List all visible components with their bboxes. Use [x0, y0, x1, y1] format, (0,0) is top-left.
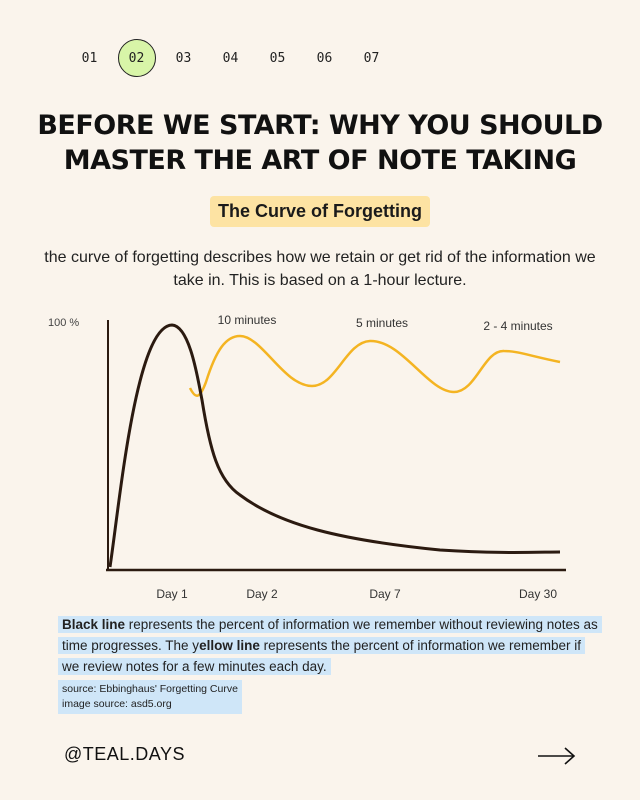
step-05[interactable]: 05 [254, 38, 301, 78]
page-title: Before we start: why you should master t… [0, 108, 640, 178]
step-label: 05 [269, 50, 286, 66]
black-line-term: Black line [62, 617, 126, 632]
image-source-text: image source: asd5.org [62, 698, 172, 710]
step-label: 06 [316, 50, 333, 66]
slide-pagination: 01 02 03 04 05 06 07 [66, 38, 395, 78]
step-03[interactable]: 03 [160, 38, 207, 78]
description: the curve of forgetting describes how we… [44, 249, 596, 289]
step-label: 02 [117, 39, 156, 77]
y-top-label: 100 % [48, 317, 79, 329]
x-tick-label: Day 1 [156, 587, 188, 601]
step-07[interactable]: 07 [348, 38, 395, 78]
note-text: represents the percent of information we… [62, 617, 598, 653]
section-heading: The Curve of Forgetting [210, 196, 430, 227]
note-text: represents the percent of information we… [62, 638, 581, 674]
sources: source: Ebbinghaus' Forgetting Curve ima… [58, 680, 242, 714]
step-label: 01 [81, 50, 98, 66]
step-label: 04 [222, 50, 239, 66]
step-label: 03 [175, 50, 192, 66]
series-line-yellow [188, 334, 561, 397]
step-01[interactable]: 01 [66, 38, 113, 78]
step-02[interactable]: 02 [113, 38, 160, 78]
title-line: Before we start: why you should [37, 110, 603, 141]
arrow-right-icon[interactable] [536, 744, 578, 768]
review-interval-annotation: 2 - 4 minutes [483, 319, 552, 333]
series-line-black [108, 323, 561, 568]
source-text: source: Ebbinghaus' Forgetting Curve [62, 683, 238, 695]
step-04[interactable]: 04 [207, 38, 254, 78]
yellow-line-term: ellow line [199, 638, 260, 653]
review-interval-annotation: 10 minutes [218, 313, 277, 327]
step-label: 07 [363, 50, 380, 66]
x-tick-label: Day 30 [519, 587, 557, 601]
x-tick-label: Day 2 [246, 587, 278, 601]
account-handle: @TEAL.DAYS [64, 744, 185, 764]
chart-legend-note: Black line represents the percent of inf… [58, 614, 602, 677]
x-tick-label: Day 7 [369, 587, 401, 601]
title-line: master the art of note taking [63, 145, 577, 176]
review-interval-annotation: 5 minutes [356, 316, 408, 330]
forgetting-curve-chart: 100 % Day 1 Day 2 Day 7 Day 30 10 minutes 5 … [48, 313, 566, 601]
step-06[interactable]: 06 [301, 38, 348, 78]
